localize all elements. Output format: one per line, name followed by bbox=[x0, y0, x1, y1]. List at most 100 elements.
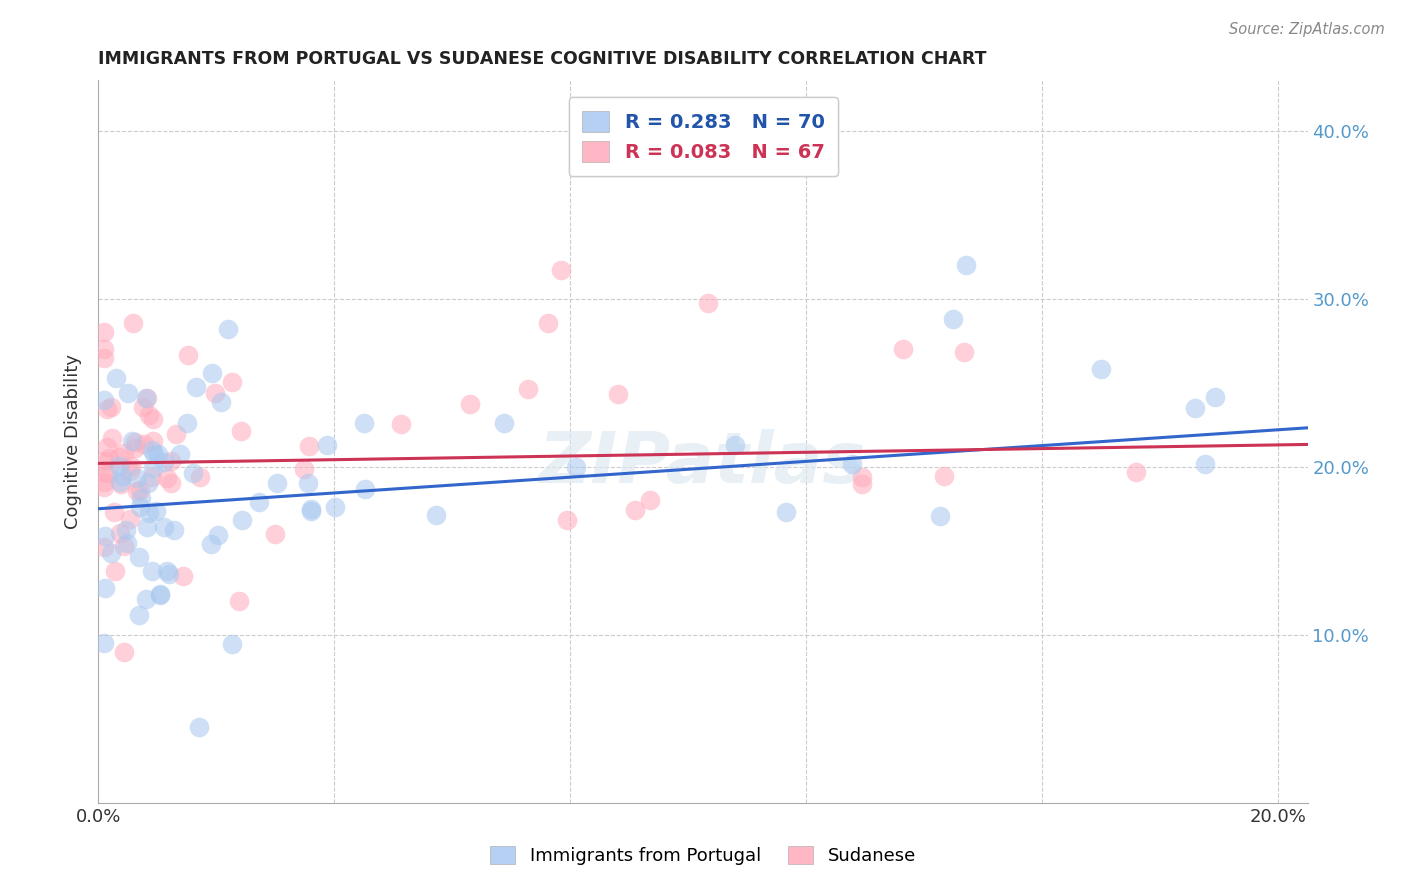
Point bbox=[156, 565, 179, 579]
Point bbox=[217, 322, 239, 336]
Point bbox=[316, 438, 339, 452]
Point bbox=[221, 637, 243, 651]
Point bbox=[929, 509, 952, 524]
Point bbox=[98, 450, 121, 465]
Point bbox=[891, 342, 914, 356]
Point bbox=[200, 537, 222, 551]
Point bbox=[129, 483, 152, 498]
Point bbox=[136, 391, 159, 405]
Point bbox=[120, 512, 142, 526]
Point bbox=[101, 431, 124, 445]
Point bbox=[228, 594, 250, 608]
Point bbox=[955, 258, 977, 272]
Legend: R = 0.283   N = 70, R = 0.083   N = 67: R = 0.283 N = 70, R = 0.083 N = 67 bbox=[568, 97, 838, 176]
Point bbox=[181, 466, 204, 480]
Point bbox=[494, 416, 516, 430]
Point bbox=[100, 545, 122, 559]
Point bbox=[176, 416, 198, 430]
Point bbox=[128, 500, 150, 514]
Point bbox=[565, 459, 588, 474]
Point bbox=[162, 523, 184, 537]
Point bbox=[93, 475, 115, 489]
Point bbox=[188, 470, 211, 484]
Point bbox=[323, 500, 346, 515]
Point bbox=[425, 508, 447, 523]
Text: Source: ZipAtlas.com: Source: ZipAtlas.com bbox=[1229, 22, 1385, 37]
Point bbox=[606, 387, 628, 401]
Point bbox=[141, 564, 163, 578]
Point bbox=[129, 491, 152, 505]
Point bbox=[107, 450, 129, 464]
Y-axis label: Cognitive Disability: Cognitive Disability bbox=[65, 354, 83, 529]
Point bbox=[149, 587, 172, 601]
Point bbox=[120, 458, 142, 473]
Point bbox=[537, 317, 560, 331]
Point bbox=[117, 386, 139, 401]
Point bbox=[94, 529, 117, 543]
Point bbox=[105, 370, 128, 384]
Point bbox=[103, 505, 125, 519]
Point bbox=[141, 470, 163, 484]
Point bbox=[112, 539, 135, 553]
Point bbox=[188, 720, 211, 734]
Point bbox=[159, 476, 181, 491]
Point bbox=[354, 482, 377, 496]
Point bbox=[115, 523, 138, 537]
Point bbox=[100, 400, 122, 414]
Text: ZIPatlas: ZIPatlas bbox=[540, 429, 866, 498]
Point bbox=[201, 366, 224, 380]
Point bbox=[932, 468, 955, 483]
Point bbox=[93, 326, 115, 340]
Point bbox=[157, 566, 180, 581]
Point bbox=[93, 454, 115, 468]
Point bbox=[298, 439, 321, 453]
Point bbox=[93, 342, 115, 356]
Point bbox=[1204, 390, 1226, 404]
Point bbox=[249, 495, 271, 509]
Point bbox=[107, 458, 129, 473]
Point bbox=[96, 401, 118, 416]
Point bbox=[624, 503, 647, 517]
Point bbox=[221, 375, 243, 389]
Point bbox=[145, 503, 167, 517]
Point bbox=[142, 434, 165, 448]
Point bbox=[104, 565, 127, 579]
Point bbox=[1090, 361, 1112, 376]
Point bbox=[292, 462, 315, 476]
Point bbox=[135, 391, 157, 405]
Point bbox=[775, 505, 797, 519]
Point bbox=[93, 636, 115, 650]
Legend: Immigrants from Portugal, Sudanese: Immigrants from Portugal, Sudanese bbox=[481, 837, 925, 874]
Point bbox=[1125, 466, 1147, 480]
Point bbox=[141, 442, 163, 457]
Point bbox=[550, 263, 572, 277]
Point bbox=[229, 424, 252, 438]
Point bbox=[96, 440, 118, 454]
Point bbox=[143, 447, 166, 461]
Point bbox=[112, 446, 135, 460]
Point bbox=[97, 466, 120, 480]
Point bbox=[207, 528, 229, 542]
Point bbox=[122, 316, 145, 330]
Point bbox=[135, 591, 157, 606]
Point bbox=[297, 475, 319, 490]
Point bbox=[851, 476, 873, 491]
Point bbox=[132, 436, 155, 450]
Point bbox=[696, 295, 718, 310]
Point bbox=[169, 447, 191, 461]
Point bbox=[724, 438, 747, 452]
Point bbox=[266, 475, 288, 490]
Point bbox=[93, 392, 115, 407]
Point bbox=[124, 441, 146, 455]
Point bbox=[851, 470, 873, 484]
Text: IMMIGRANTS FROM PORTUGAL VS SUDANESE COGNITIVE DISABILITY CORRELATION CHART: IMMIGRANTS FROM PORTUGAL VS SUDANESE COG… bbox=[98, 50, 987, 68]
Point bbox=[146, 447, 169, 461]
Point bbox=[952, 345, 974, 359]
Point bbox=[110, 468, 132, 483]
Point bbox=[94, 581, 117, 595]
Point bbox=[458, 397, 481, 411]
Point bbox=[128, 608, 150, 623]
Point bbox=[264, 526, 287, 541]
Point bbox=[112, 644, 135, 658]
Point bbox=[124, 435, 146, 450]
